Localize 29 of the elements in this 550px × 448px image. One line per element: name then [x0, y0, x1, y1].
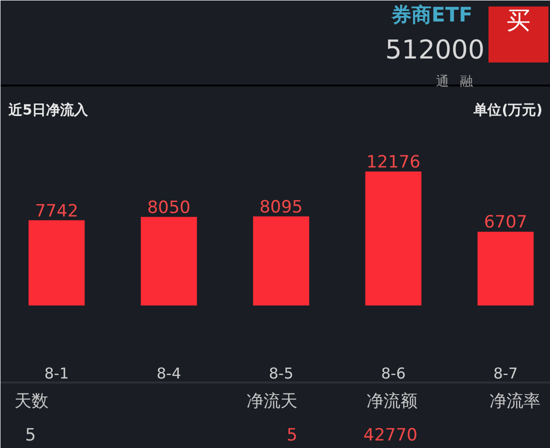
bar	[365, 172, 422, 306]
data-label: 6707	[484, 212, 528, 233]
bar	[140, 216, 197, 306]
data-label: 7742	[34, 201, 78, 222]
x-tick-label: 8-1	[44, 364, 69, 382]
x-tick-label: 8-4	[156, 364, 182, 382]
x-tick-label: 8-6	[381, 364, 406, 382]
text: 净流率	[490, 392, 540, 412]
text: 通	[436, 74, 449, 90]
y-axis-title: 单位(万元)	[472, 102, 542, 118]
data-label: 8095	[259, 197, 303, 218]
text: 512000	[385, 36, 485, 66]
bar	[253, 216, 310, 306]
text: 5	[25, 426, 36, 446]
data-label: 12176	[366, 152, 420, 172]
text: 买	[506, 6, 530, 34]
text: 净流额	[366, 392, 418, 412]
text: 净流天	[246, 392, 298, 412]
text: 融	[460, 74, 473, 90]
text: 42770	[363, 426, 418, 446]
bar	[28, 220, 85, 306]
x-tick-label: 8-7	[493, 364, 518, 382]
data-label: 8050	[147, 198, 190, 218]
x-tick-label: 8-5	[268, 364, 294, 382]
text: 5	[286, 426, 298, 446]
chart-title: 近5日净流入	[8, 102, 90, 118]
bar	[478, 232, 534, 306]
text: 券商ETF	[390, 2, 472, 26]
text: 天数	[14, 392, 48, 412]
